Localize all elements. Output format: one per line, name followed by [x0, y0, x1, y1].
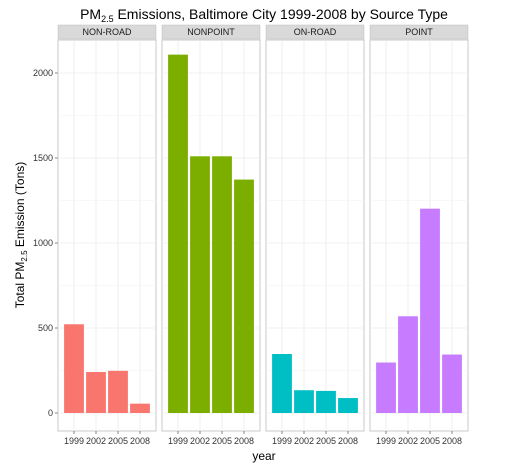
- facet-strip: [57, 24, 157, 40]
- y-axis-title-subscript: 2.5: [20, 250, 29, 262]
- facet-strip: [369, 24, 469, 40]
- bar-on-road-1999: [272, 354, 292, 413]
- x-tick-label: 2002: [190, 436, 210, 446]
- y-tick-label: 500: [38, 323, 53, 333]
- x-axis-title: year: [252, 449, 275, 463]
- x-tick-label: 1999: [272, 436, 292, 446]
- y-tick-label: 1500: [33, 153, 53, 163]
- x-tick-label: 2008: [130, 436, 150, 446]
- chart-title-subscript: 2.5: [101, 14, 114, 24]
- bar-non-road-1999: [64, 324, 84, 413]
- facet-strip: [161, 24, 261, 40]
- y-tick-label: 0: [48, 408, 53, 418]
- facet-strip-label: NONPOINT: [187, 27, 235, 37]
- x-tick-label: 2005: [212, 436, 232, 446]
- bar-point-2005: [420, 208, 440, 413]
- bar-nonpoint-2005: [212, 156, 232, 414]
- bar-non-road-2002: [86, 372, 106, 413]
- facet-panel-non-road: NON-ROAD 1999 2002 2005 2008: [57, 24, 157, 446]
- facet-strip-label: POINT: [405, 27, 433, 37]
- chart-title: PM2.5 Emissions, Baltimore City 1999-200…: [80, 6, 448, 24]
- grid-lines: [266, 40, 364, 431]
- bar-point-2002: [398, 316, 418, 413]
- bar-on-road-2005: [316, 390, 336, 413]
- bar-non-road-2008: [130, 403, 150, 413]
- x-tick-label: 2002: [86, 436, 106, 446]
- x-tick-label: 2008: [234, 436, 254, 446]
- bar-nonpoint-2002: [190, 156, 210, 414]
- facet-strip-label: NON-ROAD: [83, 27, 132, 37]
- bar-point-1999: [376, 362, 396, 413]
- y-tick-label: 1000: [33, 238, 53, 248]
- x-tick-label: 2005: [108, 436, 128, 446]
- bar-on-road-2002: [294, 390, 314, 413]
- bar-on-road-2008: [338, 398, 358, 413]
- x-tick-label: 1999: [376, 436, 396, 446]
- bar-nonpoint-2008: [234, 179, 254, 413]
- x-tick-label: 2002: [294, 436, 314, 446]
- facet-panel-nonpoint: NONPOINT 1999 2002 2005 2008: [161, 24, 261, 446]
- bar-point-2008: [442, 354, 462, 413]
- x-tick-label: 2008: [442, 436, 462, 446]
- x-tick-label: 2008: [338, 436, 358, 446]
- facet-panel-on-road: ON-ROAD 1999 2002 2005 2008: [265, 24, 365, 446]
- facet-panel-point: POINT 1999 2002 2005 2008: [369, 24, 469, 446]
- x-tick-label: 1999: [168, 436, 188, 446]
- facet-strip-label: ON-ROAD: [294, 27, 337, 37]
- y-tick-label: 2000: [33, 68, 53, 78]
- bar-nonpoint-1999: [168, 54, 188, 413]
- bar-non-road-2005: [108, 370, 128, 413]
- x-tick-label: 2005: [420, 436, 440, 446]
- y-axis-ticks: 0 500 1000 1500 2000: [33, 68, 58, 418]
- y-axis-title-text: Total PM2.5 Emission (Tons): [13, 162, 29, 309]
- x-tick-label: 2005: [316, 436, 336, 446]
- x-tick-label: 2002: [398, 436, 418, 446]
- facet-strip: [265, 24, 365, 40]
- x-tick-label: 1999: [64, 436, 84, 446]
- y-axis-title: Total PM2.5 Emission (Tons): [13, 162, 29, 309]
